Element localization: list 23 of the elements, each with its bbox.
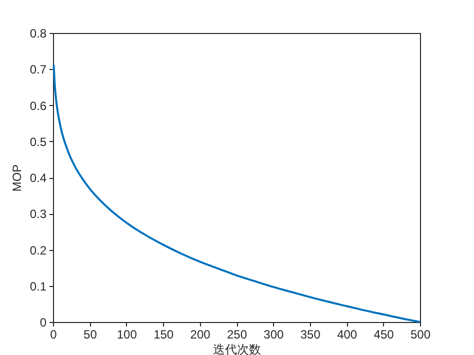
y-tick-label: 0.2 [30, 243, 47, 258]
y-tick-label: 0.7 [30, 62, 47, 77]
y-axis-title: MOP [10, 164, 24, 192]
y-tick-label: 0.5 [30, 134, 47, 149]
x-tick-label: 250 [226, 328, 248, 342]
y-tick-label: 0.3 [30, 207, 47, 222]
line-series [52, 64, 421, 323]
x-tick-label: 300 [264, 328, 284, 342]
x-tick-label: 50 [84, 328, 98, 342]
x-axis-title: 迭代次数 [213, 342, 261, 355]
y-tick-label: 0.6 [30, 98, 47, 113]
x-tick-label: 100 [116, 328, 138, 342]
y-tick-label: 0.8 [30, 26, 47, 40]
x-tick-label: 450 [374, 328, 394, 342]
y-tick-label: 0 [40, 316, 47, 330]
x-tick-label: 500 [410, 328, 431, 342]
x-tick-label: 400 [337, 328, 358, 342]
x-tick-label: 0 [50, 328, 58, 342]
y-tick-label: 0.4 [30, 171, 47, 185]
x-tick-label: 150 [154, 328, 174, 342]
x-tick-label: 200 [190, 328, 211, 342]
y-tick-label: 0.1 [30, 279, 47, 294]
x-tick-label: 350 [300, 328, 321, 342]
